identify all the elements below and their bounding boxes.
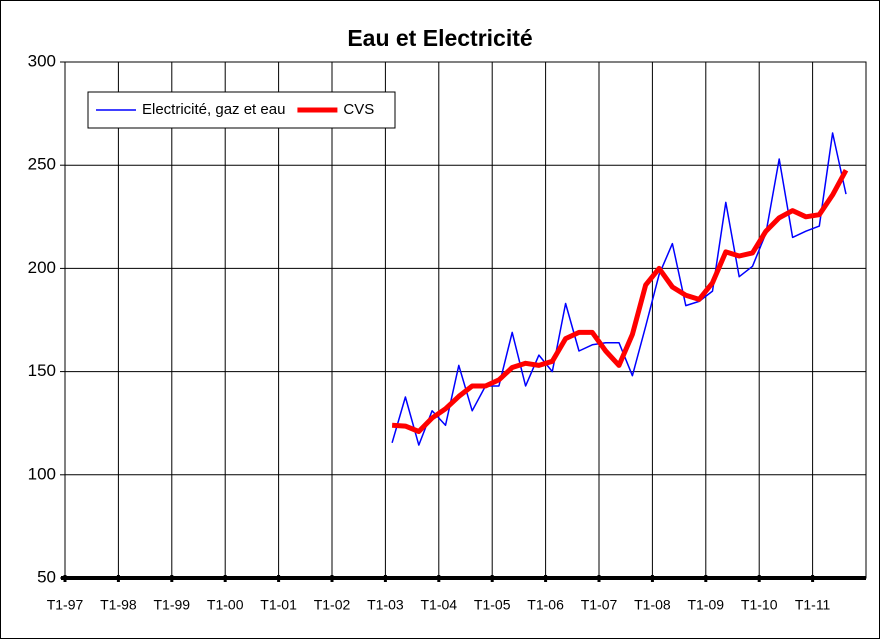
series-line [391,169,849,434]
x-tick-label: T1-00 [207,597,244,613]
x-tick-label: T1-05 [474,597,511,613]
y-tick-label: 100 [28,464,56,483]
x-tick-label: T1-99 [154,597,191,613]
y-tick-label: 300 [28,51,56,70]
legend-label: Electricité, gaz et eau [142,101,285,118]
x-tick-label: T1-04 [421,597,458,613]
x-tick-label: T1-02 [314,597,351,613]
y-tick-label: 200 [28,258,56,277]
series-line [391,132,847,446]
legend-label: CVS [343,101,374,118]
x-tick-label: T1-10 [741,597,778,613]
x-tick-label: T1-06 [527,597,564,613]
x-tick-label: T1-08 [634,597,671,613]
x-tick-label: T1-03 [367,597,404,613]
y-tick-label: 150 [28,361,56,380]
chart-title: Eau et Electricité [347,25,532,51]
x-tick-label: T1-09 [688,597,725,613]
x-tick-label: T1-97 [47,597,84,613]
legend-box [87,91,396,129]
x-tick-label: T1-07 [581,597,618,613]
x-tick-label: T1-11 [795,597,831,613]
plot-area [64,61,867,579]
y-tick-label: 50 [37,567,56,586]
x-tick-label: T1-98 [100,597,137,613]
y-tick-label: 250 [28,155,56,174]
x-tick-label: T1-01 [260,597,297,613]
